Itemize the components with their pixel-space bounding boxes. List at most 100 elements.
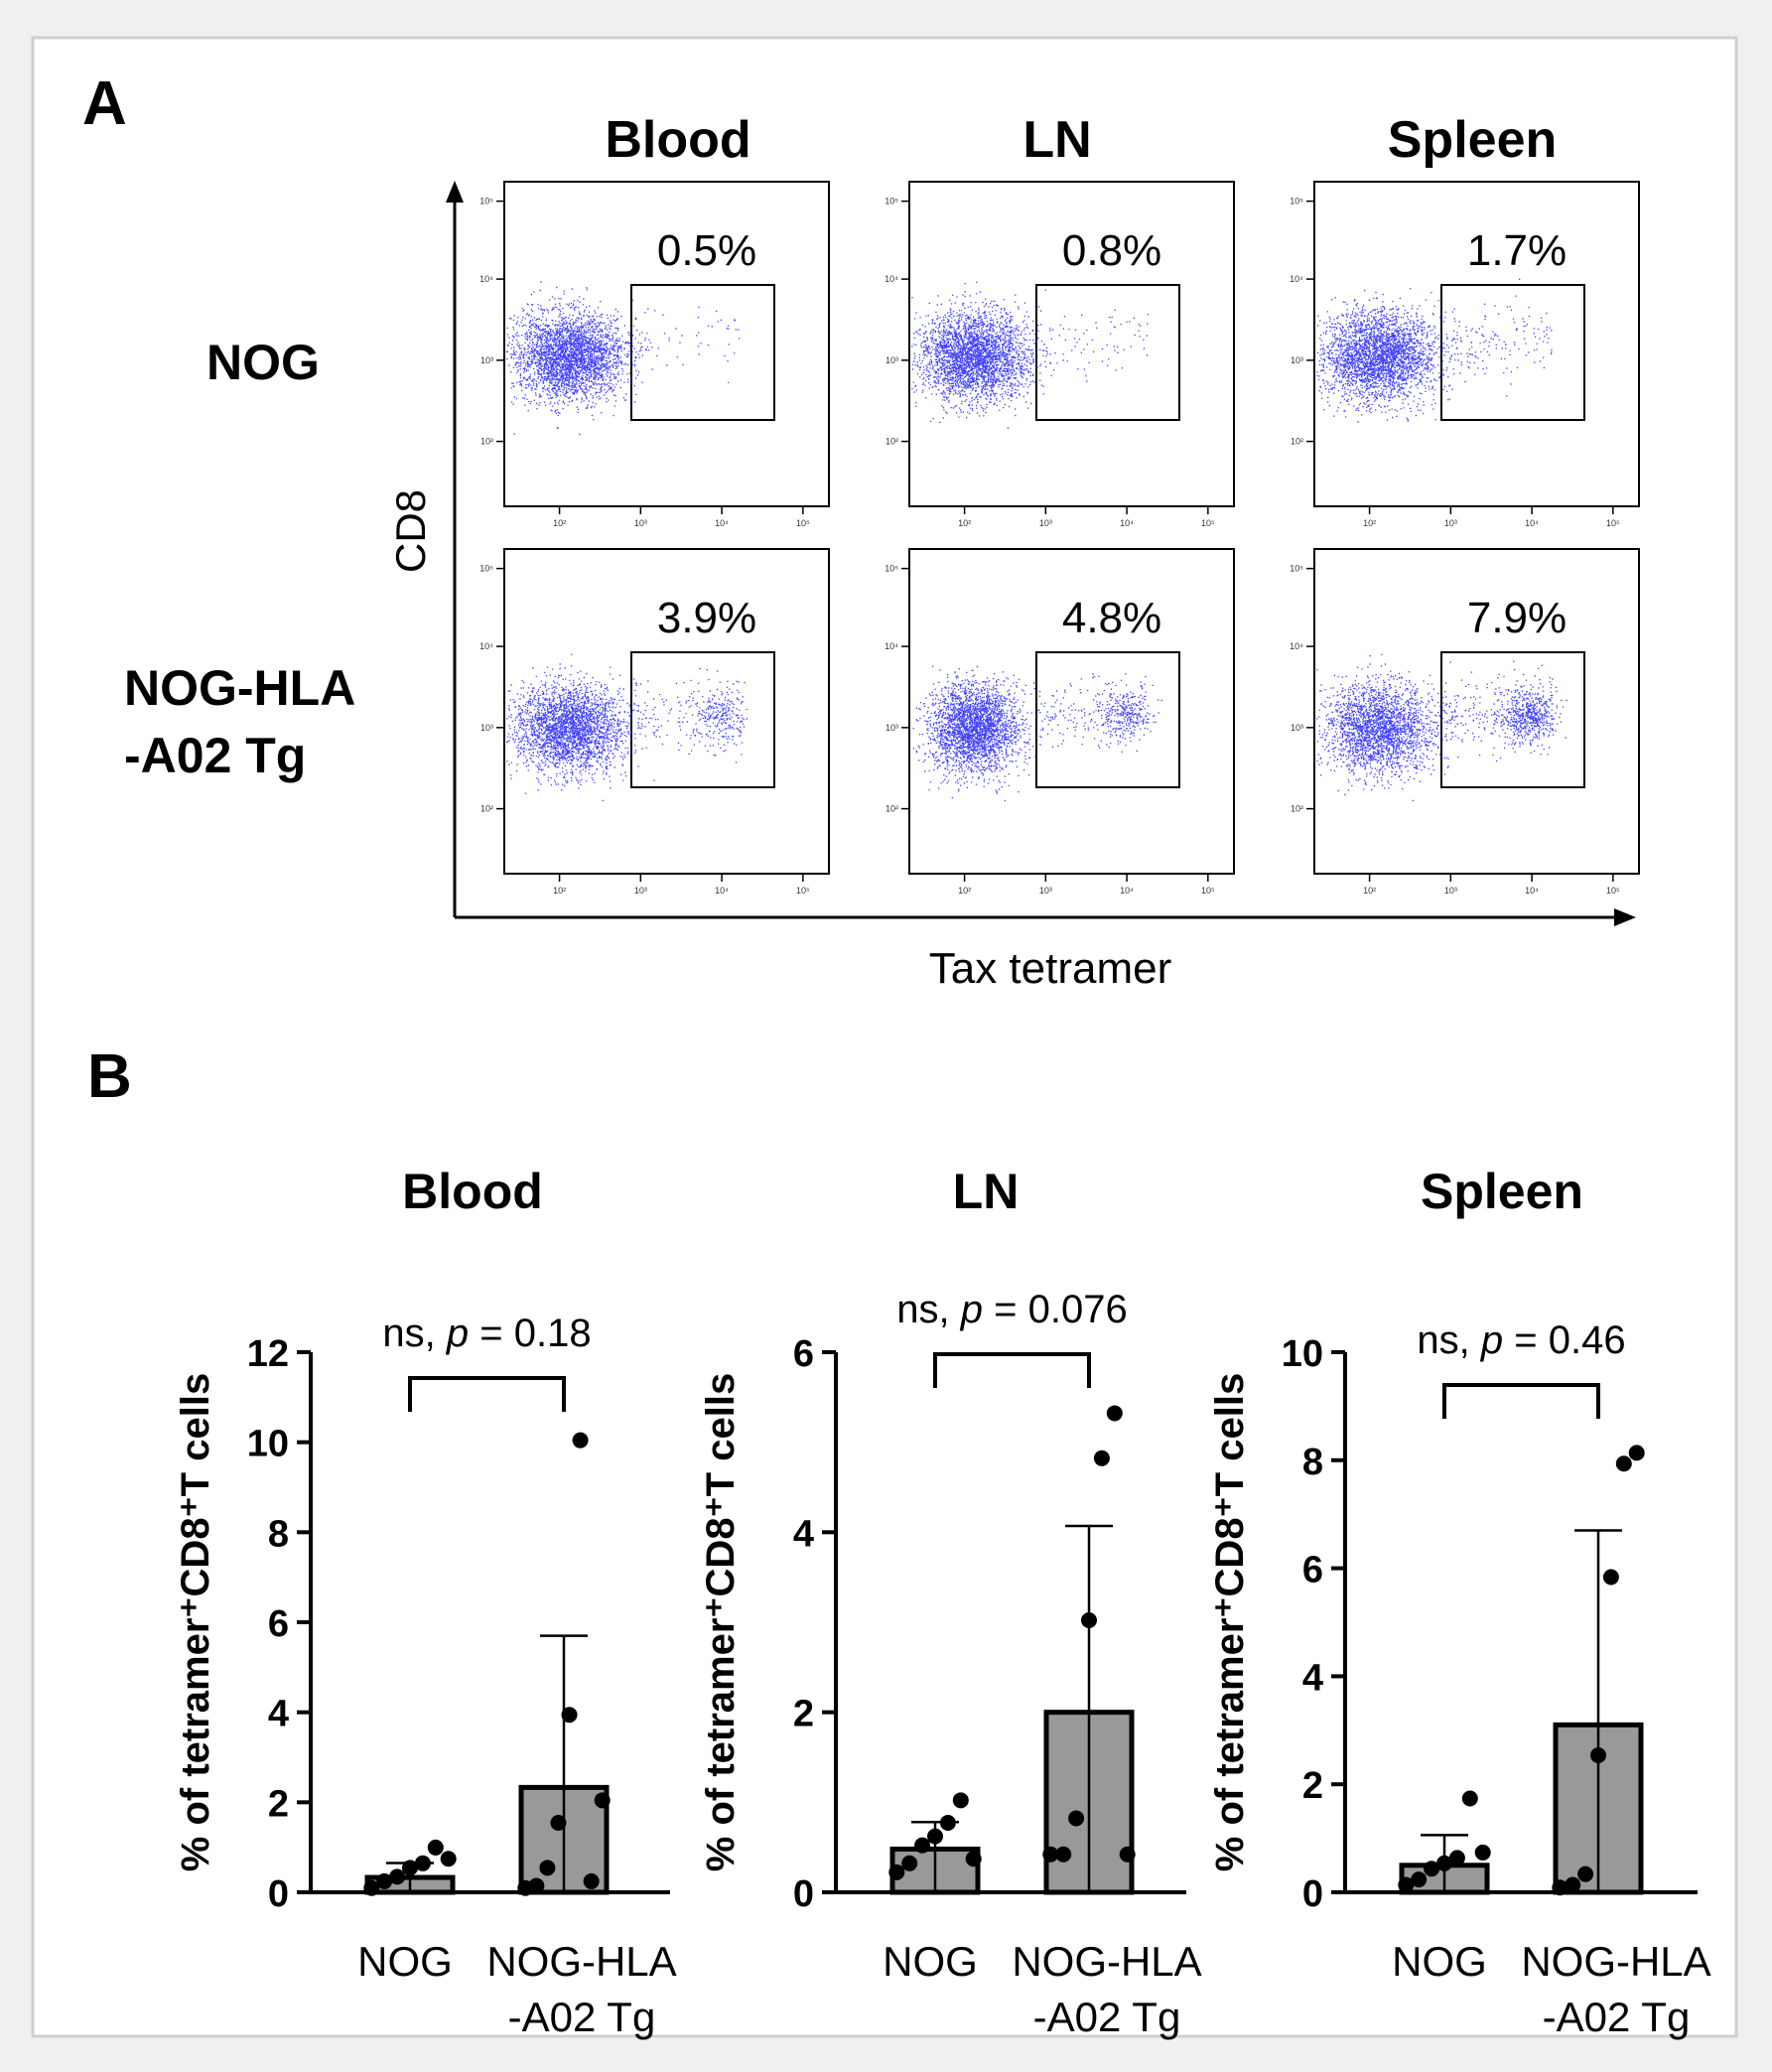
significance-value: = 0.076: [983, 1288, 1128, 1331]
significance-bracket: [933, 1352, 1091, 1388]
data-point: [1055, 1846, 1072, 1863]
data-point: [1602, 1569, 1619, 1586]
x-tick-label: 10⁵: [796, 886, 810, 896]
gate-percentage: 1.7%: [1467, 226, 1567, 275]
category-label: NOG-HLA -A02 Tg: [1012, 1938, 1201, 2040]
flow-plot-blood-nog: 10² 10³ 10⁴ 10⁵ 10² 10³ 10⁴ 10⁵ 0.5%: [479, 181, 830, 528]
data-point: [376, 1872, 393, 1889]
data-point: [550, 1815, 567, 1831]
flow-dots: [1316, 278, 1553, 423]
y-tick-label: 2: [268, 1783, 289, 1825]
data-point: [1093, 1450, 1110, 1466]
y-tick-label: 8: [1302, 1442, 1323, 1483]
significance-p: p: [446, 1312, 469, 1355]
bar-chart-spleen: Spleen % of tetramer⁺CD8⁺T cells 0 2 4 6 8 10 NO…: [1208, 1164, 1711, 2040]
flow-dots: [1316, 653, 1568, 801]
gate-percentage: 0.5%: [657, 226, 756, 275]
panel-b-label: B: [87, 1042, 132, 1111]
x-tick-label: 10⁵: [1606, 518, 1620, 528]
flow-column-headers: Blood LN Spleen: [605, 111, 1557, 169]
bar-chart-blood: Blood % of tetramer⁺CD8⁺T cells 0 2 4 6 8 10 12 N…: [174, 1164, 677, 2040]
y-tick-label: 0: [793, 1873, 814, 1915]
y-tick-label: 4: [268, 1694, 289, 1735]
y-tick-label: 10³: [480, 723, 493, 733]
x-tick-label: 10²: [1363, 518, 1376, 528]
bar-charts: Blood % of tetramer⁺CD8⁺T cells 0 2 4 6 8 10 12 N…: [174, 1164, 1711, 2040]
chart-title: Blood: [402, 1164, 543, 1219]
category-label: NOG: [357, 1938, 453, 1985]
significance-label: ns, p = 0.46: [1417, 1318, 1625, 1362]
y-tick-label: 4: [793, 1513, 814, 1555]
data-point: [389, 1868, 406, 1885]
x-tick-label: 10⁵: [1201, 518, 1215, 528]
y-tick-label: 10⁴: [479, 641, 493, 651]
data-point: [1590, 1747, 1606, 1763]
y-tick-label: 10⁵: [885, 197, 898, 207]
y-tick-label: 10⁵: [1290, 564, 1303, 574]
data-point: [363, 1879, 380, 1896]
text-line: NOG-HLA: [124, 660, 355, 716]
y-tick-label: 4: [1302, 1657, 1323, 1699]
y-tick-label: 10³: [1291, 723, 1303, 733]
cd8-axis-label: CD8: [387, 489, 434, 573]
data-point: [1068, 1810, 1085, 1827]
x-tick-label: 10³: [1039, 518, 1052, 528]
row-label-nog: NOG: [206, 335, 320, 390]
x-tick-label: 10²: [1363, 886, 1376, 896]
column-header-blood: Blood: [605, 111, 750, 169]
data-point: [1461, 1790, 1478, 1807]
flow-plot-blood-nog-hla: 10² 10³ 10⁴ 10⁵ 10² 10³ 10⁴ 10⁵ 3.9%: [479, 548, 830, 896]
y-tick-label: 10⁴: [1290, 641, 1303, 651]
y-tick-label: 10⁴: [1290, 274, 1303, 284]
y-tick-label: 2: [793, 1694, 814, 1735]
bar-chart-ln: LN % of tetramer⁺CD8⁺T cells 0 2 4 6 NOG NOG-HL…: [699, 1164, 1202, 2040]
flow-dots: [911, 281, 1150, 429]
y-tick-label: 2: [1302, 1765, 1323, 1807]
y-axis-label: % of tetramer⁺CD8⁺T cells: [174, 1373, 217, 1871]
x-tick-label: 10⁴: [1120, 886, 1134, 896]
gate-box: [630, 284, 775, 421]
row-label-nog-hla: NOG-HLA -A02 Tg: [124, 660, 355, 783]
y-tick-label: 10³: [1291, 355, 1303, 365]
data-point: [1448, 1850, 1465, 1866]
significance-label: ns, p = 0.18: [382, 1312, 591, 1355]
data-point: [1119, 1846, 1136, 1863]
data-point: [965, 1851, 982, 1867]
flow-plot-ln-nog-hla: 10² 10³ 10⁴ 10⁵ 10² 10³ 10⁴ 10⁵ 4.8%: [885, 548, 1235, 896]
gate-percentage: 4.8%: [1062, 594, 1161, 642]
data-point: [539, 1860, 556, 1876]
gate-percentage: 3.9%: [657, 594, 756, 642]
data-point: [1411, 1871, 1428, 1888]
flow-plot-spleen-nog: 10² 10³ 10⁴ 10⁵ 10² 10³ 10⁴ 10⁵ 1.7%: [1290, 181, 1640, 528]
y-axis-label: % of tetramer⁺CD8⁺T cells: [699, 1373, 743, 1871]
x-tick-label: 10⁵: [1201, 886, 1215, 896]
significance-value: = 0.18: [469, 1312, 591, 1355]
x-tick-label: 10⁴: [715, 518, 729, 528]
y-tick-label: 8: [268, 1513, 289, 1555]
text-line: -A02 Tg: [124, 728, 306, 783]
gate-percentage: 0.8%: [1062, 226, 1161, 275]
data-point: [402, 1860, 418, 1876]
data-point: [1081, 1612, 1097, 1628]
data-point: [1615, 1455, 1632, 1472]
flow-dots: [506, 653, 748, 801]
y-tick-label: 10²: [1291, 804, 1303, 814]
text-line: NOG-HLA: [1012, 1938, 1201, 1985]
significance-prefix: ns,: [1417, 1318, 1480, 1362]
y-tick-label: 10²: [886, 437, 898, 447]
x-tick-label: 10⁴: [1120, 518, 1134, 528]
tetramer-axis-arrow: [1614, 908, 1636, 926]
y-tick-label: 10: [1282, 1333, 1323, 1375]
gate-percentage: 7.9%: [1467, 594, 1567, 642]
x-tick-label: 10³: [634, 886, 647, 896]
text-line: NOG: [357, 1938, 453, 1985]
data-point: [594, 1792, 611, 1809]
category-label: NOG-HLA -A02 Tg: [1521, 1938, 1710, 2040]
x-tick-label: 10⁴: [1525, 886, 1539, 896]
x-tick-label: 10³: [1444, 886, 1457, 896]
tetramer-axis-label: Tax tetramer: [929, 944, 1172, 993]
text-line: NOG: [1392, 1938, 1487, 1985]
y-tick-label: 10⁴: [885, 274, 898, 284]
column-header-spleen: Spleen: [1388, 111, 1558, 169]
gate-box: [1440, 284, 1585, 421]
